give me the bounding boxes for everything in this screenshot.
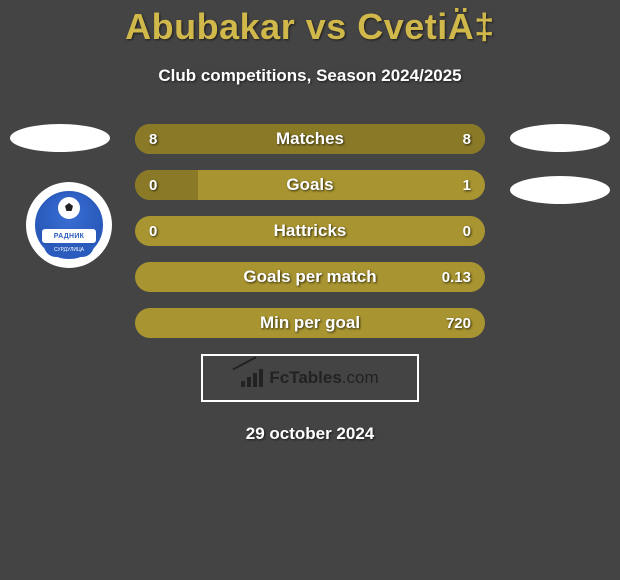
stat-label: Min per goal: [135, 308, 485, 338]
stat-value-right: 0.13: [442, 262, 471, 292]
stat-label: Goals: [135, 170, 485, 200]
stat-value-right: 8: [463, 124, 471, 154]
widget-container: Abubakar vs CvetiÄ‡ Club competitions, S…: [0, 0, 620, 444]
club-badge-banner: РАДНИК: [42, 229, 96, 243]
brand-link[interactable]: FcTables.com: [201, 354, 419, 402]
comparison-title: Abubakar vs CvetiÄ‡: [0, 6, 620, 48]
stat-value-left: 0: [149, 216, 157, 246]
brand-light: .com: [342, 368, 379, 387]
stat-value-right: 0: [463, 216, 471, 246]
stat-label: Goals per match: [135, 262, 485, 292]
stat-value-left: 0: [149, 170, 157, 200]
stat-row: Goals0 1: [135, 170, 485, 200]
bar-chart-icon: [241, 369, 263, 387]
stat-value-right: 1: [463, 170, 471, 200]
stat-value-left: 8: [149, 124, 157, 154]
club-right-placeholder-icon: [510, 176, 610, 204]
stat-row: Goals per match0.13: [135, 262, 485, 292]
club-badge-sub-text: СУРДУЛИЦА: [44, 245, 94, 257]
stat-row: Hattricks0 0: [135, 216, 485, 246]
stat-label: Matches: [135, 124, 485, 154]
stat-bars-list: Matches88Goals01Hattricks00Goals per mat…: [135, 124, 485, 338]
club-badge-circle-icon: РАДНИК СУРДУЛИЦА: [35, 191, 103, 259]
stat-row: Min per goal720: [135, 308, 485, 338]
player-right-placeholder-icon: [510, 124, 610, 152]
club-left-badge: РАДНИК СУРДУЛИЦА: [26, 182, 112, 268]
stat-row: Matches8 8: [135, 124, 485, 154]
stat-label: Hattricks: [135, 216, 485, 246]
stats-area: РАДНИК СУРДУЛИЦА Matches88Goals01Hattric…: [0, 124, 620, 444]
comparison-subtitle: Club competitions, Season 2024/2025: [0, 66, 620, 86]
snapshot-date: 29 october 2024: [0, 424, 620, 444]
club-badge-main-text: РАДНИК: [54, 233, 85, 240]
player-left-placeholder-icon: [10, 124, 110, 152]
stat-value-right: 720: [446, 308, 471, 338]
brand-bold: FcTables: [269, 368, 341, 387]
brand-text: FcTables.com: [269, 368, 378, 388]
